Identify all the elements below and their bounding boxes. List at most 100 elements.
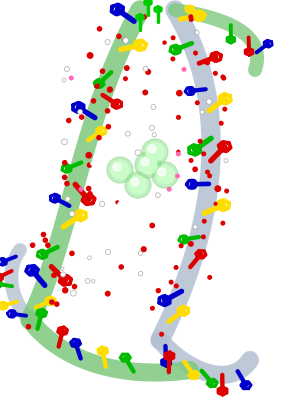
Circle shape [189, 17, 194, 22]
Circle shape [148, 145, 156, 153]
Circle shape [86, 186, 91, 191]
Circle shape [146, 143, 164, 161]
Circle shape [142, 139, 168, 165]
Circle shape [78, 187, 83, 192]
Circle shape [62, 174, 67, 180]
Circle shape [205, 170, 210, 174]
Circle shape [202, 219, 207, 224]
Circle shape [70, 290, 76, 296]
Circle shape [207, 275, 212, 280]
Circle shape [61, 272, 66, 277]
Circle shape [141, 216, 146, 221]
Circle shape [117, 201, 124, 208]
Circle shape [65, 196, 70, 201]
Circle shape [105, 164, 109, 168]
Circle shape [195, 100, 200, 105]
Circle shape [87, 52, 94, 59]
Circle shape [174, 284, 179, 288]
Circle shape [107, 86, 113, 93]
Circle shape [174, 265, 179, 270]
Circle shape [66, 118, 72, 123]
Circle shape [88, 256, 91, 260]
Circle shape [96, 135, 102, 140]
Circle shape [94, 83, 100, 89]
Circle shape [116, 34, 122, 39]
Circle shape [124, 65, 130, 71]
Circle shape [152, 162, 178, 188]
Circle shape [146, 235, 151, 240]
Circle shape [186, 169, 190, 173]
Circle shape [188, 14, 193, 19]
Circle shape [45, 242, 51, 248]
Circle shape [221, 221, 225, 226]
Circle shape [156, 166, 174, 184]
Circle shape [155, 136, 161, 143]
Circle shape [129, 176, 147, 194]
Circle shape [105, 204, 112, 211]
Circle shape [87, 191, 93, 196]
Circle shape [156, 141, 162, 147]
Circle shape [221, 74, 225, 80]
Circle shape [139, 156, 157, 174]
Circle shape [201, 234, 206, 239]
Circle shape [155, 218, 162, 224]
Circle shape [142, 90, 148, 96]
Circle shape [176, 152, 181, 156]
Circle shape [188, 134, 193, 138]
Circle shape [105, 124, 111, 130]
Circle shape [113, 163, 121, 171]
Circle shape [214, 185, 221, 192]
Circle shape [62, 160, 68, 166]
Circle shape [222, 107, 227, 112]
Circle shape [138, 271, 143, 276]
Circle shape [85, 278, 90, 284]
Circle shape [69, 76, 74, 80]
Circle shape [61, 139, 67, 145]
Circle shape [61, 267, 64, 270]
Circle shape [43, 237, 48, 243]
Circle shape [105, 291, 111, 297]
Circle shape [188, 241, 194, 247]
Circle shape [30, 242, 36, 248]
Circle shape [224, 188, 229, 194]
Circle shape [78, 110, 83, 114]
Circle shape [118, 264, 124, 270]
Circle shape [206, 99, 212, 104]
Circle shape [151, 104, 156, 110]
Circle shape [192, 166, 198, 172]
Circle shape [111, 161, 129, 179]
Circle shape [97, 26, 102, 32]
Circle shape [138, 251, 143, 255]
Circle shape [195, 30, 199, 35]
Circle shape [41, 232, 46, 237]
Circle shape [122, 38, 128, 43]
Circle shape [85, 152, 92, 159]
Circle shape [152, 133, 157, 137]
Circle shape [135, 152, 161, 178]
Circle shape [115, 200, 120, 204]
Circle shape [145, 69, 151, 75]
Circle shape [201, 151, 206, 156]
Circle shape [62, 78, 66, 82]
Circle shape [96, 175, 103, 182]
Circle shape [141, 158, 149, 166]
Circle shape [184, 130, 191, 136]
Circle shape [91, 98, 96, 104]
Circle shape [107, 157, 133, 183]
Circle shape [179, 243, 184, 248]
Circle shape [200, 110, 204, 114]
Circle shape [170, 56, 175, 62]
Circle shape [167, 187, 172, 192]
Circle shape [90, 162, 94, 166]
Circle shape [142, 14, 147, 20]
Circle shape [94, 204, 99, 208]
Circle shape [105, 250, 111, 255]
Circle shape [125, 172, 151, 198]
Circle shape [131, 178, 139, 186]
Circle shape [175, 174, 180, 178]
Circle shape [54, 301, 60, 307]
Circle shape [155, 237, 159, 241]
Circle shape [155, 193, 160, 198]
Circle shape [198, 139, 203, 144]
Circle shape [162, 40, 167, 45]
